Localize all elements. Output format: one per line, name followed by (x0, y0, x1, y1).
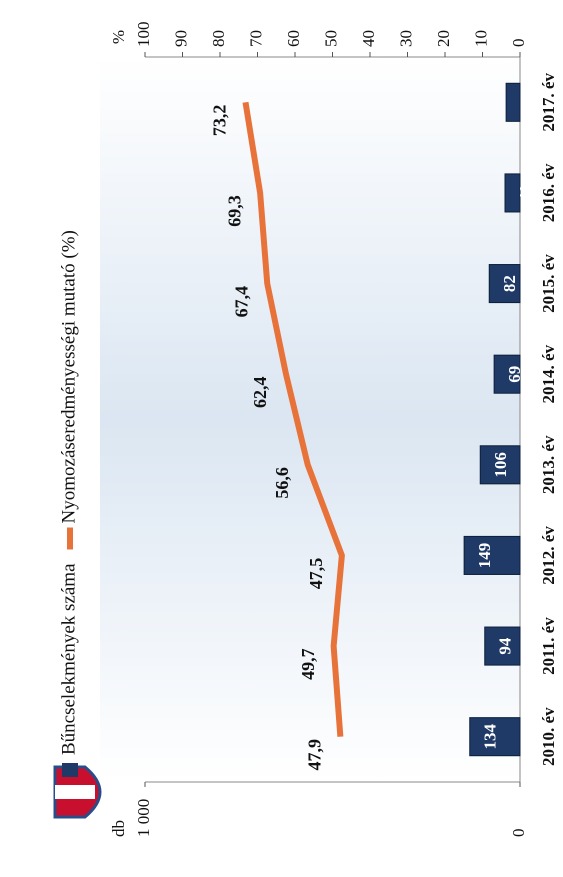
y2-tick-label: 30 (396, 30, 415, 47)
bar (484, 626, 521, 666)
line (242, 101, 345, 737)
bar (469, 717, 521, 757)
line-value-label: 73,2 (210, 105, 230, 137)
logo (53, 765, 102, 819)
y2-tick-label: 10 (471, 30, 490, 47)
legend-label: Bűncselekmények száma (58, 563, 79, 755)
bar-value-label: 134 (481, 723, 500, 749)
bar (505, 82, 521, 122)
line-value-label: 67,4 (231, 286, 251, 318)
background (100, 57, 520, 782)
bar (463, 535, 521, 575)
y2-tick-label: 20 (434, 30, 453, 47)
y2-tick-label: 90 (171, 30, 190, 47)
line-value-label: 62,4 (250, 376, 270, 408)
bar (504, 173, 521, 213)
y2-tick-label: 50 (321, 30, 340, 47)
y-axis-title: db (109, 820, 128, 837)
x-tick-label: 2012. év (539, 526, 558, 585)
bar (493, 354, 521, 394)
bar (488, 264, 521, 304)
line-value-label: 49,7 (298, 648, 318, 680)
x-tick-label: 2014. év (539, 344, 558, 403)
bar-value-label: 94 (496, 637, 515, 655)
y-tick-label: 0 (509, 829, 528, 838)
y2-tick-label: 100 (134, 22, 153, 48)
y2-tick-label: 80 (209, 30, 228, 47)
y2-tick-label: 40 (359, 30, 378, 47)
y2-axis-title: % (109, 30, 128, 44)
x-tick-label: 2017. év (539, 73, 558, 132)
x-tick-label: 2011. év (539, 617, 558, 675)
legend-swatch (62, 763, 78, 777)
x-tick-label: 2013. év (539, 435, 558, 494)
y-tick-label: 1 000 (134, 799, 153, 837)
bar-value-label: 37 (517, 93, 536, 111)
line-value-label: 47,9 (305, 739, 325, 771)
y2-tick-label: 0 (509, 39, 528, 48)
bar-value-label: 40 (516, 184, 535, 201)
line-value-label: 47,5 (306, 558, 326, 590)
bar-value-label: 82 (500, 275, 519, 292)
bar (479, 445, 521, 485)
x-tick-label: 2016. év (539, 163, 558, 222)
x-tick-label: 2015. év (539, 254, 558, 313)
y2-tick-label: 60 (284, 30, 303, 47)
bar-value-label: 106 (491, 452, 510, 478)
line-value-label: 69,3 (224, 195, 244, 227)
line-value-label: 56,6 (272, 467, 292, 499)
legend-label: Nyomozáseredményességi mutató (%) (58, 230, 79, 523)
bar-value-label: 69 (505, 366, 524, 383)
y2-tick-label: 70 (246, 30, 265, 47)
x-tick-label: 2010. év (539, 707, 558, 766)
bar-value-label: 149 (475, 543, 494, 569)
